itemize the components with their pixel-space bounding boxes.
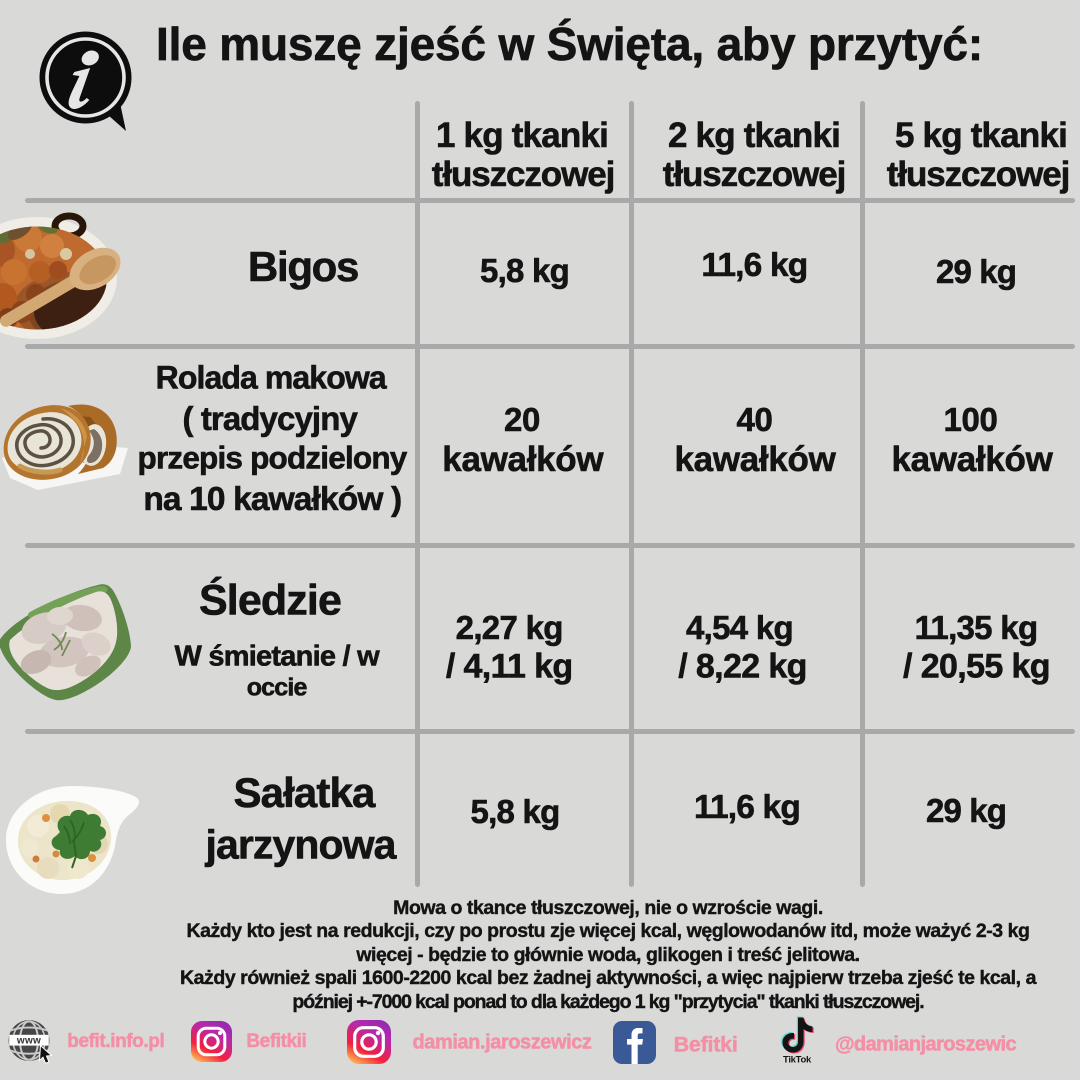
svg-text:www: www — [16, 1036, 41, 1047]
svg-text:TikTok: TikTok — [783, 1055, 812, 1066]
